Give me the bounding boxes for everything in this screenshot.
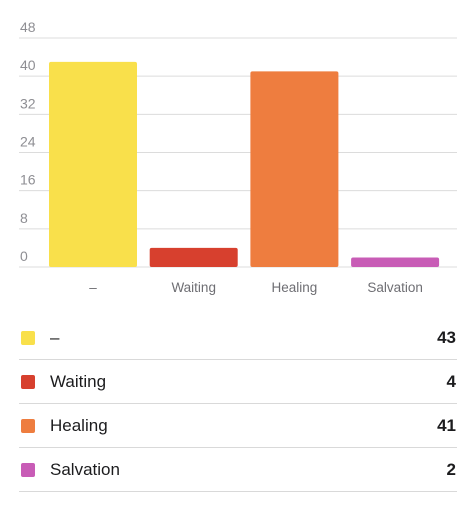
legend-label: – bbox=[50, 328, 60, 347]
legend-swatch bbox=[21, 463, 35, 477]
y-tick-label: 24 bbox=[20, 134, 36, 150]
bar-chart: 0 8 16 24 32 40 48 – Waiting Healing Salvation bbox=[19, 19, 457, 295]
bar[interactable] bbox=[250, 71, 339, 267]
legend-label: Waiting bbox=[50, 372, 107, 391]
x-tick-label: – bbox=[89, 280, 97, 295]
legend-list: – 43 Waiting 4 Healing 41 Salvation 2 bbox=[19, 316, 457, 492]
legend-label: Salvation bbox=[50, 460, 120, 479]
legend-item[interactable]: – 43 bbox=[19, 316, 457, 360]
bar[interactable] bbox=[49, 61, 137, 267]
bar[interactable] bbox=[351, 257, 440, 267]
legend-swatch bbox=[21, 331, 35, 345]
bars bbox=[49, 61, 440, 267]
legend-label: Healing bbox=[50, 416, 108, 435]
x-tick-label: Healing bbox=[272, 280, 318, 295]
y-tick-label: 0 bbox=[20, 248, 28, 264]
y-axis-ticks: 0 8 16 24 32 40 48 bbox=[20, 19, 36, 264]
legend-value: 43 bbox=[437, 328, 456, 347]
y-tick-label: 16 bbox=[20, 172, 36, 188]
bar[interactable] bbox=[149, 247, 238, 267]
legend-value: 41 bbox=[437, 416, 456, 435]
y-tick-label: 32 bbox=[20, 95, 36, 111]
legend-swatch bbox=[21, 375, 35, 389]
y-tick-label: 8 bbox=[20, 210, 28, 226]
legend-value: 4 bbox=[446, 372, 456, 391]
legend-item[interactable]: Waiting 4 bbox=[19, 360, 457, 404]
x-tick-label: Waiting bbox=[171, 280, 216, 295]
legend-item[interactable]: Healing 41 bbox=[19, 404, 457, 448]
x-tick-label: Salvation bbox=[367, 280, 423, 295]
legend-swatch bbox=[21, 419, 35, 433]
y-tick-label: 40 bbox=[20, 57, 36, 73]
legend-item[interactable]: Salvation 2 bbox=[19, 448, 457, 492]
x-axis-labels: – Waiting Healing Salvation bbox=[89, 280, 423, 295]
y-tick-label: 48 bbox=[20, 19, 36, 35]
legend-value: 2 bbox=[446, 460, 456, 479]
